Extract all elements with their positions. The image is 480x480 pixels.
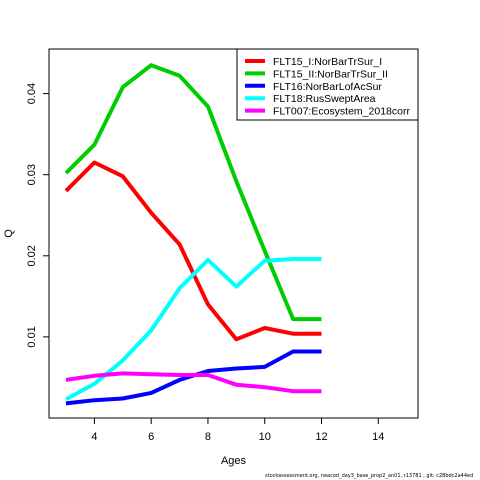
y-axis: 0.01 0.02 0.03 0.04	[26, 83, 49, 348]
y-axis-title: Q	[3, 229, 15, 238]
legend-label: FLT16:NorBarLofAcSur	[273, 81, 382, 93]
x-tick-label: 4	[91, 431, 97, 443]
legend-label: FLT007:Ecosystem_2018corr	[273, 106, 410, 118]
plot-frame	[48, 48, 419, 419]
series-line-4	[65, 371, 322, 394]
legend: FLT15_I:NorBarTrSur_IFLT15_II:NorBarTrSu…	[236, 48, 419, 121]
legend-label: FLT18:RusSweptArea	[273, 93, 376, 105]
y-tick-label: 0.03	[26, 164, 38, 185]
legend-label: FLT15_II:NorBarTrSur_II	[273, 68, 388, 80]
series-line-3	[65, 257, 322, 402]
series-line-1	[64, 63, 322, 322]
x-tick-label: 12	[315, 431, 327, 443]
y-tick-label: 0.02	[26, 245, 38, 266]
x-tick-label: 14	[372, 431, 384, 443]
y-tick-label: 0.04	[26, 83, 38, 104]
y-tick-label: 0.01	[26, 326, 38, 347]
x-tick-label: 6	[148, 431, 154, 443]
legend-label: FLT15_I:NorBarTrSur_I	[273, 56, 382, 68]
x-axis-title: Ages	[221, 455, 247, 467]
legend-box	[236, 48, 419, 121]
series-line-0	[64, 160, 322, 342]
x-tick-label: 8	[205, 431, 211, 443]
series-layer	[64, 63, 322, 406]
x-axis: 4 6 8 10 12 14	[91, 418, 384, 443]
x-tick-label: 10	[259, 431, 271, 443]
footer-attribution: stockassessment.org, neacod_day3_base_pr…	[265, 473, 474, 479]
